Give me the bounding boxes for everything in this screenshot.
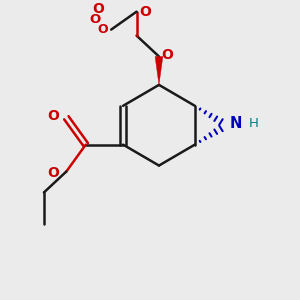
Text: N: N xyxy=(229,116,242,131)
Text: O: O xyxy=(89,13,100,26)
Text: H: H xyxy=(249,117,259,130)
Polygon shape xyxy=(155,56,163,85)
Text: O: O xyxy=(140,5,152,19)
Text: O: O xyxy=(47,166,59,180)
Text: O: O xyxy=(92,2,104,16)
Text: O: O xyxy=(161,48,173,62)
Text: O: O xyxy=(98,23,108,36)
Text: O: O xyxy=(47,109,59,123)
